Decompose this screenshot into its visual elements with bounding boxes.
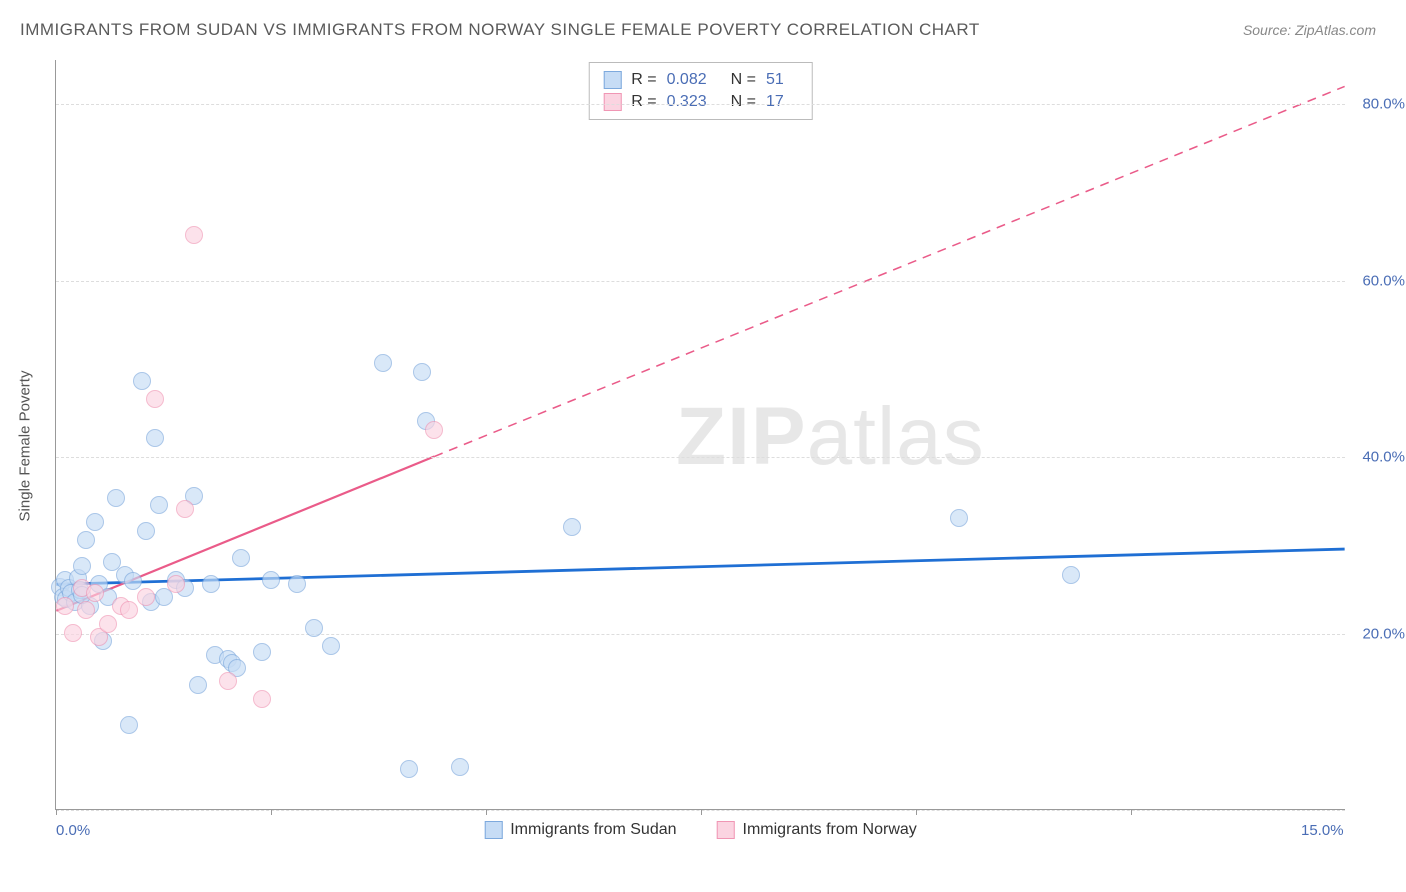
data-point bbox=[120, 716, 138, 734]
x-tick-mark bbox=[271, 809, 272, 815]
grid-line bbox=[56, 634, 1345, 635]
n-label: N = bbox=[731, 93, 756, 111]
r-value: 0.082 bbox=[667, 71, 707, 89]
data-point bbox=[146, 390, 164, 408]
data-point bbox=[77, 531, 95, 549]
data-point bbox=[120, 601, 138, 619]
data-point bbox=[262, 571, 280, 589]
data-point bbox=[185, 226, 203, 244]
data-point bbox=[425, 421, 443, 439]
data-point bbox=[253, 643, 271, 661]
data-point bbox=[150, 496, 168, 514]
y-tick-label: 80.0% bbox=[1362, 96, 1405, 113]
data-point bbox=[86, 584, 104, 602]
plot-area: ZIPatlas R =0.082N =51R =0.323N =17 Immi… bbox=[55, 60, 1345, 810]
stats-row: R = 0.323 N = 17 bbox=[603, 91, 798, 113]
series-swatch bbox=[603, 71, 621, 89]
data-point bbox=[322, 637, 340, 655]
x-tick-mark bbox=[916, 809, 917, 815]
data-point bbox=[133, 372, 151, 390]
data-point bbox=[288, 575, 306, 593]
grid-line bbox=[56, 104, 1345, 105]
y-tick-label: 40.0% bbox=[1362, 449, 1405, 466]
r-value: 0.323 bbox=[667, 93, 707, 111]
data-point bbox=[451, 758, 469, 776]
legend: Immigrants from Sudan Immigrants from Nor… bbox=[484, 821, 917, 839]
data-point bbox=[73, 557, 91, 575]
data-point bbox=[189, 676, 207, 694]
data-point bbox=[167, 575, 185, 593]
stats-box: R = 0.082 N = 51 R = 0.323 N = 17 bbox=[588, 62, 813, 120]
x-tick-mark bbox=[56, 809, 57, 815]
legend-item: Immigrants from Norway bbox=[717, 821, 917, 839]
legend-swatch bbox=[717, 821, 735, 839]
data-point bbox=[563, 518, 581, 536]
legend-label: Immigrants from Sudan bbox=[510, 821, 676, 839]
grid-line bbox=[56, 281, 1345, 282]
source-label: Source: ZipAtlas.com bbox=[1243, 22, 1376, 38]
data-point bbox=[124, 572, 142, 590]
watermark: ZIPatlas bbox=[676, 390, 985, 484]
data-point bbox=[400, 760, 418, 778]
data-point bbox=[374, 354, 392, 372]
series-swatch bbox=[603, 93, 621, 111]
r-label: R = bbox=[631, 71, 656, 89]
n-label: N = bbox=[731, 71, 756, 89]
data-point bbox=[107, 489, 125, 507]
n-value: 51 bbox=[766, 71, 784, 89]
r-label: R = bbox=[631, 93, 656, 111]
data-point bbox=[1062, 566, 1080, 584]
n-value: 17 bbox=[766, 93, 784, 111]
data-point bbox=[950, 509, 968, 527]
legend-label: Immigrants from Norway bbox=[743, 821, 917, 839]
data-point bbox=[305, 619, 323, 637]
data-point bbox=[413, 363, 431, 381]
data-point bbox=[137, 588, 155, 606]
x-tick-mark bbox=[486, 809, 487, 815]
data-point bbox=[86, 513, 104, 531]
y-tick-label: 60.0% bbox=[1362, 272, 1405, 289]
data-point bbox=[219, 672, 237, 690]
legend-swatch bbox=[484, 821, 502, 839]
data-point bbox=[253, 690, 271, 708]
x-tick-mark bbox=[1131, 809, 1132, 815]
data-point bbox=[77, 601, 95, 619]
data-point bbox=[176, 500, 194, 518]
stats-row: R = 0.082 N = 51 bbox=[603, 69, 798, 91]
data-point bbox=[56, 597, 74, 615]
legend-item: Immigrants from Sudan bbox=[484, 821, 676, 839]
y-axis-label: Single Female Poverty bbox=[17, 371, 34, 522]
y-tick-label: 20.0% bbox=[1362, 625, 1405, 642]
data-point bbox=[137, 522, 155, 540]
x-tick-mark bbox=[701, 809, 702, 815]
data-point bbox=[232, 549, 250, 567]
grid-line bbox=[56, 457, 1345, 458]
data-point bbox=[64, 624, 82, 642]
x-tick-label: 15.0% bbox=[1301, 822, 1344, 839]
chart-title: IMMIGRANTS FROM SUDAN VS IMMIGRANTS FROM… bbox=[20, 20, 980, 40]
x-tick-label: 0.0% bbox=[56, 822, 90, 839]
data-point bbox=[99, 615, 117, 633]
data-point bbox=[202, 575, 220, 593]
data-point bbox=[146, 429, 164, 447]
